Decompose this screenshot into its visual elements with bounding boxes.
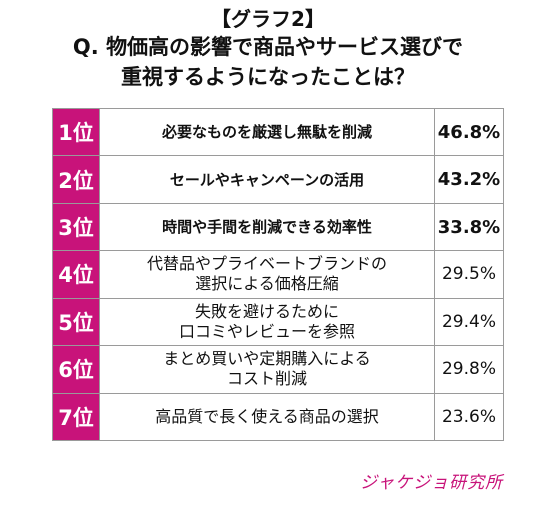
item-label: 時間や手間を削減できる効率性	[99, 202, 435, 252]
percentage-value: 43.2%	[434, 155, 504, 204]
percentage-value: 29.4%	[434, 297, 504, 347]
item-label: 高品質で長く使える商品の選択	[99, 392, 435, 442]
item-label: 失敗を避けるために 口コミやレビューを参照	[99, 297, 435, 347]
rank-label: 6位	[52, 345, 100, 394]
percentage-value: 33.8%	[434, 202, 504, 252]
percentage-value: 29.5%	[434, 250, 504, 299]
percentage-value: 29.8%	[434, 345, 504, 394]
item-label: 代替品やプライベートブランドの 選択による価格圧縮	[99, 250, 435, 299]
percentage-value: 23.6%	[434, 392, 504, 442]
item-label-line: 高品質で長く使える商品の選択	[155, 406, 379, 426]
rank-label: 3位	[52, 202, 100, 252]
brand-logo: ジャケジョ研究所	[360, 468, 530, 498]
table-row: 6位 まとめ買いや定期購入による コスト削減 29.8%	[52, 345, 504, 394]
rank-label: 2位	[52, 155, 100, 204]
table-row: 7位 高品質で長く使える商品の選択 23.6%	[52, 392, 504, 442]
question-line-2: 重視するようになったことは？	[121, 65, 415, 89]
item-label-line: 選択による価格圧縮	[195, 274, 339, 294]
ranking-table: 1位 必要なものを厳選し無駄を削減 46.8% 2位 セールやキャンペーンの活用 43.2…	[52, 107, 504, 442]
item-label-line: コスト削減	[226, 369, 307, 389]
item-label: 必要なものを厳選し無駄を削減	[99, 107, 435, 157]
rank-label: 5位	[52, 297, 100, 347]
item-label-line: まとめ買いや定期購入による	[163, 349, 371, 369]
item-label-line: 失敗を避けるために	[194, 301, 339, 321]
item-label-line: セールやキャンペーンの活用	[169, 170, 365, 189]
table-row: 3位 時間や手間を削減できる効率性 33.8%	[52, 202, 504, 252]
table-row: 5位 失敗を避けるために 口コミやレビューを参照 29.4%	[52, 297, 504, 347]
chart-title: 【グラフ2】 Q. 物価高の影響で商品やサービス選びで 重視するようになったこと…	[0, 6, 536, 92]
table-row: 2位 セールやキャンペーンの活用 43.2%	[52, 155, 504, 204]
brand-text: ジャケジョ研究所	[360, 473, 504, 493]
ranking-table-body: 1位 必要なものを厳選し無駄を削減 46.8% 2位 セールやキャンペーンの活用 43.2…	[52, 107, 504, 442]
table-row: 4位 代替品やプライベートブランドの 選択による価格圧縮 29.5%	[52, 250, 504, 299]
rank-label: 4位	[52, 250, 100, 299]
rank-label: 1位	[52, 107, 100, 157]
percentage-value: 46.8%	[434, 107, 504, 157]
question-line-1: Q. 物価高の影響で商品やサービス選びで	[72, 35, 464, 59]
table-row: 1位 必要なものを厳選し無駄を削減 46.8%	[52, 107, 504, 157]
item-label-line: 代替品やプライベートブランドの	[146, 254, 387, 274]
rank-label: 7位	[52, 392, 100, 442]
item-label: まとめ買いや定期購入による コスト削減	[99, 345, 435, 394]
item-label-line: 口コミやレビューを参照	[178, 321, 355, 341]
graph-tag: 【グラフ2】	[211, 7, 325, 31]
item-label-line: 時間や手間を削減できる効率性	[162, 218, 372, 237]
item-label: セールやキャンペーンの活用	[99, 155, 435, 204]
item-label-line: 必要なものを厳選し無駄を削減	[161, 123, 372, 142]
